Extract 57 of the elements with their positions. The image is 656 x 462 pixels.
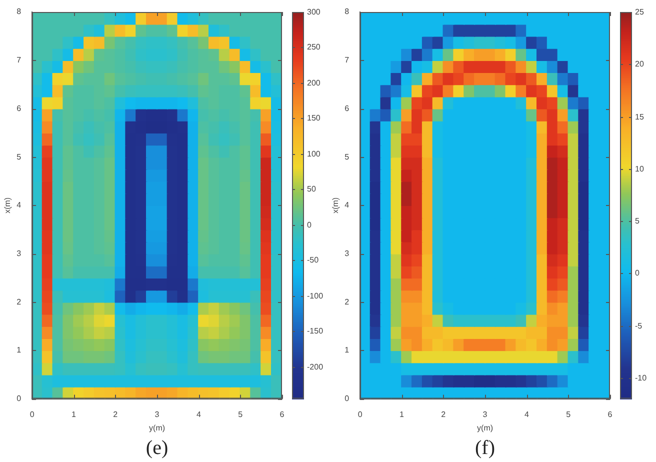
y-tick-label: 2 [344, 297, 350, 306]
x-tick-label: 4 [524, 410, 530, 419]
color-bar-label: 15 [635, 112, 644, 122]
color-bar-label: 25 [635, 8, 644, 17]
x-tick-label: 6 [280, 410, 285, 419]
color-bar-label: -150 [307, 326, 324, 336]
color-bar-label: 0 [307, 220, 312, 230]
color-bar-label: 250 [307, 42, 321, 52]
x-tick-label: 2 [113, 410, 118, 419]
color-bar-label: 300 [307, 8, 321, 17]
color-bar-label: -5 [635, 322, 643, 331]
y-tick-label: 7 [344, 56, 350, 65]
y-tick-label: 1 [16, 346, 22, 355]
color-bar-label: 150 [307, 114, 321, 123]
x-axis-title: y(m) [477, 423, 494, 432]
color-bar-label: -50 [307, 256, 320, 265]
y-tick-label: 4 [16, 200, 22, 210]
color-bar-label: -200 [307, 362, 324, 372]
color-bar-label: 0 [635, 268, 640, 278]
x-tick-label: 6 [608, 410, 613, 419]
x-tick-label: 0 [358, 410, 363, 419]
x-tick-label: 5 [238, 410, 244, 419]
x-tick-label: 3 [154, 410, 160, 419]
color-bar-label: 50 [307, 184, 316, 194]
color-bar-label: -100 [307, 292, 324, 301]
y-tick-label: 0 [344, 394, 350, 404]
x-tick-label: 5 [566, 410, 572, 419]
x-tick-label: 1 [399, 410, 404, 419]
x-tick-label: 4 [196, 410, 202, 419]
color-bar-label: -10 [635, 374, 648, 383]
color-bar-label: 20 [635, 60, 644, 69]
y-axis-title: x(m) [331, 197, 340, 214]
y-tick-label: 4 [344, 200, 350, 210]
color-bar-label: 10 [635, 164, 644, 174]
x-axis-title: y(m) [149, 423, 166, 432]
x-tick-label: 2 [441, 410, 446, 419]
y-tick-label: 6 [344, 104, 350, 113]
y-tick-label: 2 [16, 297, 22, 306]
color-bar-label: 100 [307, 150, 321, 159]
y-tick-label: 7 [16, 56, 22, 65]
x-tick-label: 3 [482, 410, 488, 419]
y-tick-label: 3 [344, 248, 350, 258]
y-tick-label: 5 [16, 152, 22, 162]
color-bar-label: 5 [635, 216, 640, 226]
color-bar-label: 200 [307, 78, 321, 88]
text: (f) [475, 437, 496, 459]
x-tick-label: 1 [71, 410, 76, 419]
y-tick-label: 8 [16, 7, 22, 16]
y-tick-label: 8 [344, 7, 350, 16]
y-tick-label: 0 [16, 394, 22, 404]
x-tick-label: 0 [30, 410, 35, 419]
y-tick-label: 3 [16, 248, 22, 258]
text: (e) [146, 437, 168, 459]
y-tick-label: 1 [344, 346, 350, 355]
y-axis-title: x(m) [3, 197, 12, 214]
y-tick-label: 5 [344, 152, 350, 162]
y-tick-label: 6 [16, 104, 22, 113]
